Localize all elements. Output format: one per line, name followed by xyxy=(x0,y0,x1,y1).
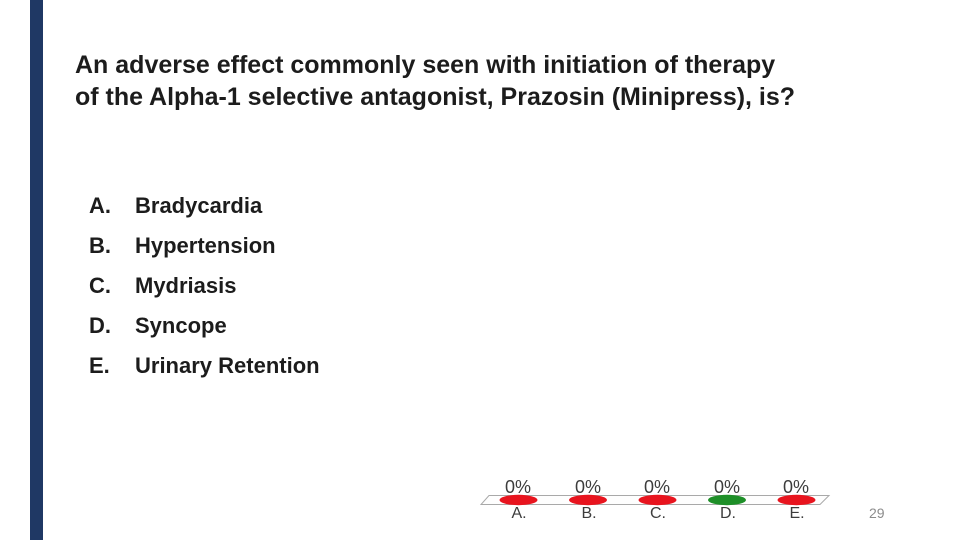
poll-percent-e: 0% xyxy=(782,477,809,497)
poll-percent-c: 0% xyxy=(643,477,670,497)
answer-option-c: C. Mydriasis xyxy=(89,266,589,306)
option-letter: D. xyxy=(89,313,111,338)
option-text: Urinary Retention xyxy=(135,353,320,378)
slide-page-number: 29 xyxy=(869,505,885,521)
option-text: Mydriasis xyxy=(135,273,237,298)
poll-percent-a: 0% xyxy=(504,477,531,497)
option-letter: A. xyxy=(89,193,111,218)
option-letter: B. xyxy=(89,233,111,258)
answer-option-a: A. Bradycardia xyxy=(89,186,589,226)
poll-percent-d: 0% xyxy=(713,477,740,497)
answer-option-b: B. Hypertension xyxy=(89,226,589,266)
poll-category-c: C. xyxy=(650,505,666,522)
poll-category-b: B. xyxy=(581,505,597,522)
option-text: Hypertension xyxy=(135,233,276,258)
question-title-line2: of the Alpha-1 selective antagonist, Pra… xyxy=(75,83,796,111)
poll-category-e: E. xyxy=(789,505,805,522)
left-accent-bar xyxy=(30,0,43,540)
answer-option-e: E. Urinary Retention xyxy=(89,346,589,386)
poll-percent-b: 0% xyxy=(574,477,601,497)
option-letter: E. xyxy=(89,353,110,378)
answer-options-list: A. Bradycardia B. Hypertension C. Mydria… xyxy=(89,186,589,386)
option-text: Syncope xyxy=(135,313,227,338)
answer-option-d: D. Syncope xyxy=(89,306,589,346)
poll-category-a: A. xyxy=(511,505,527,522)
option-letter: C. xyxy=(89,273,111,298)
poll-category-d: D. xyxy=(720,505,736,522)
option-text: Bradycardia xyxy=(135,193,263,218)
question-title-line1: An adverse effect commonly seen with ini… xyxy=(75,51,776,79)
question-title: An adverse effect commonly seen with ini… xyxy=(75,49,905,113)
